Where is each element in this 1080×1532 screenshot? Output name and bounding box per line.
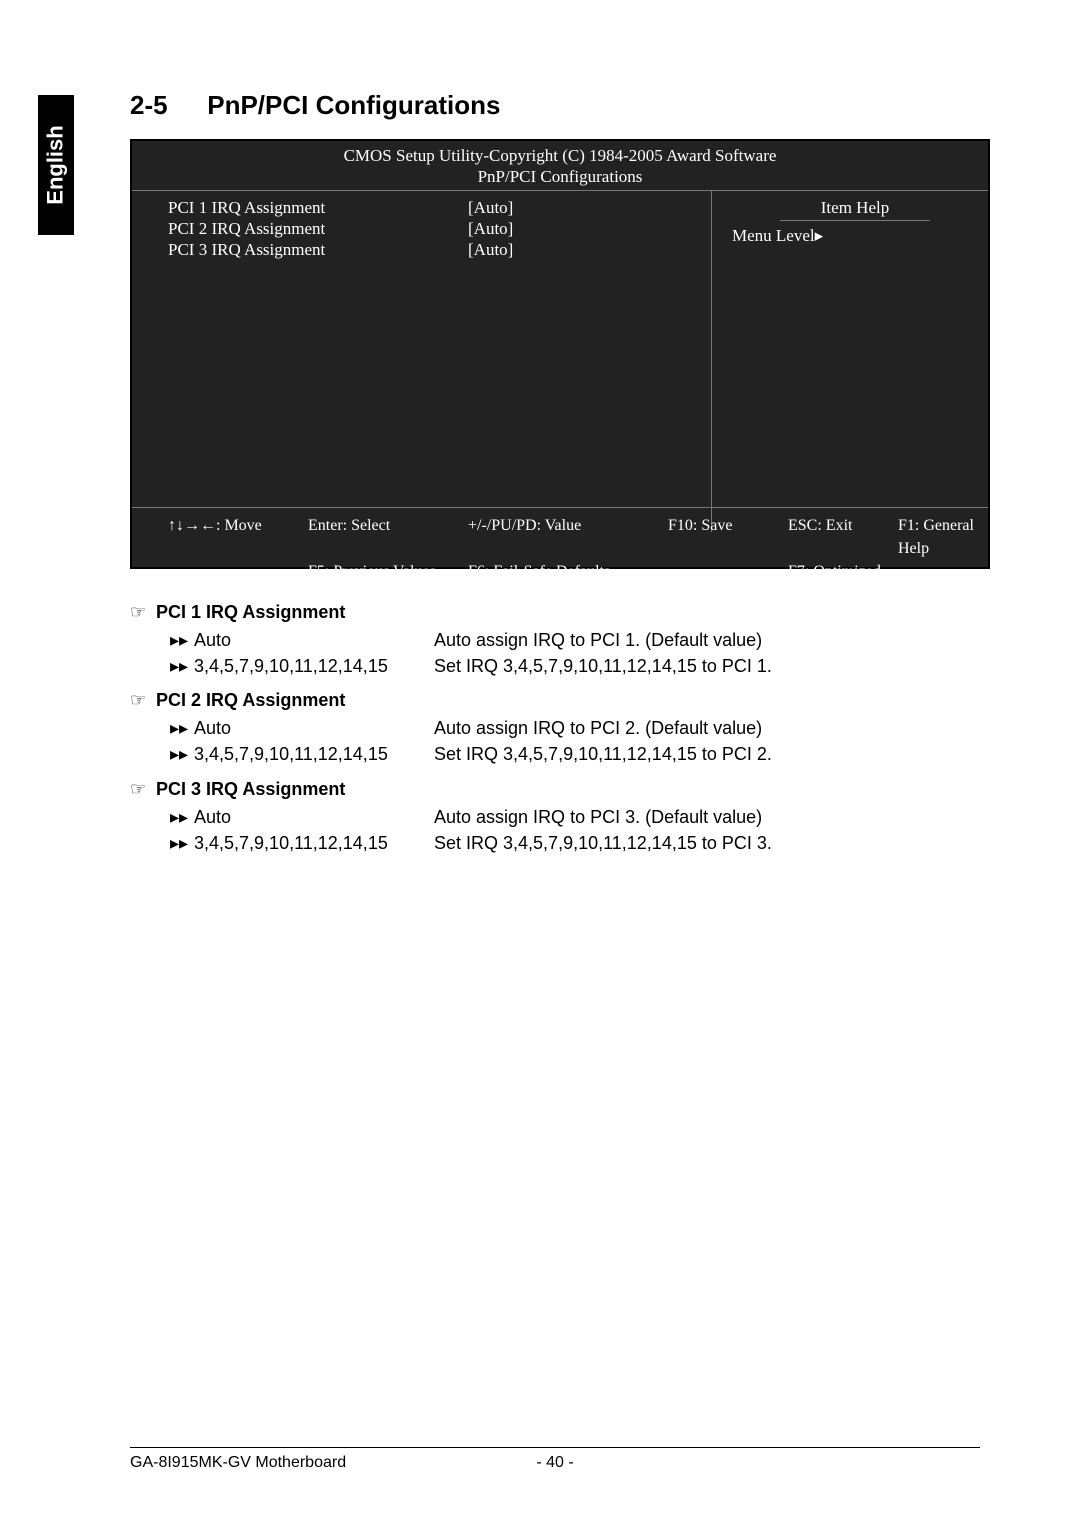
desc-text: Auto assign IRQ to PCI 1. (Default value… [434, 627, 990, 653]
footer-page-number: - 40 - [515, 1454, 595, 1472]
desc-key: Auto [194, 715, 434, 741]
bios-header-line1: CMOS Setup Utility-Copyright (C) 1984-20… [132, 145, 988, 166]
bios-key-help: F1: General Help [898, 514, 978, 560]
bullet-icon: ▸▸ [170, 830, 194, 856]
option-descriptions: ☞PCI 1 IRQ Assignment▸▸AutoAuto assign I… [130, 599, 990, 856]
bullet-icon: ▸▸ [170, 715, 194, 741]
bullet-icon: ▸▸ [170, 804, 194, 830]
bios-item[interactable]: PCI 1 IRQ Assignment [Auto] [168, 197, 701, 218]
bios-item-label: PCI 3 IRQ Assignment [168, 239, 468, 260]
bullet-icon: ▸▸ [170, 627, 194, 653]
bios-screen: CMOS Setup Utility-Copyright (C) 1984-20… [130, 139, 990, 569]
desc-key: 3,4,5,7,9,10,11,12,14,15 [194, 653, 434, 679]
bios-item[interactable]: PCI 2 IRQ Assignment [Auto] [168, 218, 701, 239]
hand-icon: ☞ [130, 599, 156, 625]
desc-line: ▸▸AutoAuto assign IRQ to PCI 2. (Default… [130, 715, 990, 741]
bullet-icon: ▸▸ [170, 741, 194, 767]
bios-key-exit: ESC: Exit [788, 514, 898, 560]
desc-key: Auto [194, 804, 434, 830]
hand-icon: ☞ [130, 687, 156, 713]
language-tab: English [38, 95, 74, 235]
page-footer: GA-8I915MK-GV Motherboard - 40 - [130, 1447, 980, 1472]
bios-item-value: [Auto] [468, 218, 701, 239]
desc-heading: ☞PCI 3 IRQ Assignment [130, 776, 990, 802]
bios-item-value: [Auto] [468, 239, 701, 260]
desc-heading: ☞PCI 2 IRQ Assignment [130, 687, 990, 713]
language-tab-label: English [43, 125, 69, 204]
bios-item-label: PCI 1 IRQ Assignment [168, 197, 468, 218]
section-title: 2-5 PnP/PCI Configurations [130, 90, 990, 121]
desc-line: ▸▸3,4,5,7,9,10,11,12,14,15Set IRQ 3,4,5,… [130, 741, 990, 767]
bios-key-failsafe: F6: Fail-Safe Defaults [468, 560, 668, 606]
desc-key: 3,4,5,7,9,10,11,12,14,15 [194, 741, 434, 767]
bios-item[interactable]: PCI 3 IRQ Assignment [Auto] [168, 239, 701, 260]
section-heading: PnP/PCI Configurations [207, 90, 500, 120]
bios-help-title: Item Help [780, 197, 930, 221]
desc-text: Set IRQ 3,4,5,7,9,10,11,12,14,15 to PCI … [434, 741, 990, 767]
desc-key: Auto [194, 627, 434, 653]
bios-header-line2: PnP/PCI Configurations [132, 166, 988, 187]
bios-key-value: +/-/PU/PD: Value [468, 514, 668, 560]
footer-model: GA-8I915MK-GV Motherboard [130, 1454, 515, 1472]
bios-menu-level: Menu Level▸ [732, 225, 978, 246]
bios-footer: ↑↓→←: Move Enter: Select +/-/PU/PD: Valu… [132, 507, 988, 567]
bios-settings-panel: PCI 1 IRQ Assignment [Auto] PCI 2 IRQ As… [132, 191, 712, 532]
bios-key-move: ↑↓→←: Move [168, 514, 308, 560]
desc-heading-text: PCI 3 IRQ Assignment [156, 779, 345, 799]
bios-item-label: PCI 2 IRQ Assignment [168, 218, 468, 239]
desc-line: ▸▸3,4,5,7,9,10,11,12,14,15Set IRQ 3,4,5,… [130, 830, 990, 856]
bios-key-select: Enter: Select [308, 514, 468, 560]
desc-line: ▸▸AutoAuto assign IRQ to PCI 3. (Default… [130, 804, 990, 830]
desc-line: ▸▸AutoAuto assign IRQ to PCI 1. (Default… [130, 627, 990, 653]
desc-text: Auto assign IRQ to PCI 2. (Default value… [434, 715, 990, 741]
bios-key-save: F10: Save [668, 514, 788, 560]
section-number: 2-5 [130, 90, 200, 121]
desc-text: Auto assign IRQ to PCI 3. (Default value… [434, 804, 990, 830]
bullet-icon: ▸▸ [170, 653, 194, 679]
desc-text: Set IRQ 3,4,5,7,9,10,11,12,14,15 to PCI … [434, 653, 990, 679]
bios-key-prev: F5: Previous Values [308, 560, 468, 606]
bios-item-value: [Auto] [468, 197, 701, 218]
bios-key-optimized: F7: Optimized Defaults [788, 560, 898, 606]
desc-text: Set IRQ 3,4,5,7,9,10,11,12,14,15 to PCI … [434, 830, 990, 856]
desc-key: 3,4,5,7,9,10,11,12,14,15 [194, 830, 434, 856]
desc-line: ▸▸3,4,5,7,9,10,11,12,14,15Set IRQ 3,4,5,… [130, 653, 990, 679]
bios-help-panel: Item Help Menu Level▸ [712, 191, 988, 532]
hand-icon: ☞ [130, 776, 156, 802]
desc-heading-text: PCI 2 IRQ Assignment [156, 690, 345, 710]
